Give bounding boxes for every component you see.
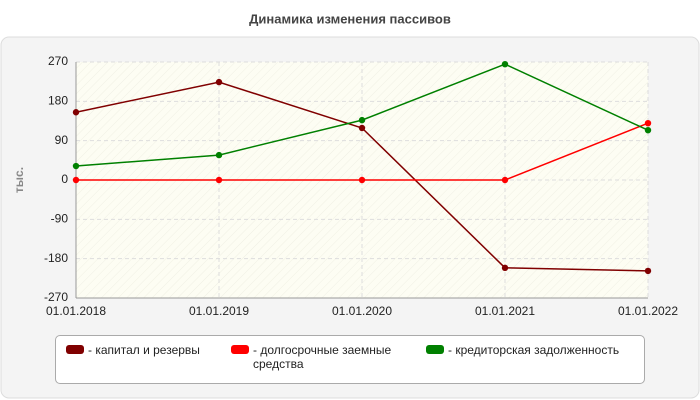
- y-tick-label: 270: [48, 54, 68, 68]
- x-tick-label: 01.01.2021: [475, 304, 535, 318]
- point: [644, 267, 652, 275]
- point: [215, 151, 223, 159]
- y-axis-label: тыс.: [12, 167, 26, 193]
- legend-label: - капитал и резервы: [88, 343, 200, 357]
- legend-swatch: [426, 345, 444, 354]
- legend-swatch: [66, 345, 84, 354]
- legend-swatch: [231, 345, 249, 354]
- point: [215, 78, 223, 86]
- legend-item: - кредиторская задолженность: [426, 343, 646, 357]
- y-tick-label: -270: [44, 290, 68, 304]
- y-tick-label: 0: [61, 172, 68, 186]
- chart-title: Динамика изменения пассивов: [249, 11, 451, 26]
- y-tick-label: -180: [44, 251, 68, 265]
- legend-item: - долгосрочные заемные средства: [231, 343, 401, 371]
- legend-item: - капитал и резервы: [66, 343, 216, 357]
- y-tick-label: 90: [55, 133, 69, 147]
- x-tick-label: 01.01.2019: [189, 304, 249, 318]
- point: [215, 176, 223, 184]
- point: [501, 60, 509, 68]
- legend-label: - кредиторская задолженность: [448, 343, 620, 357]
- point: [501, 176, 509, 184]
- x-tick-label: 01.01.2020: [332, 304, 392, 318]
- point: [644, 126, 652, 134]
- point: [501, 264, 509, 272]
- y-tick-label: 180: [48, 94, 68, 108]
- point: [358, 116, 366, 124]
- point: [72, 176, 80, 184]
- y-tick-label: -90: [51, 212, 69, 226]
- point: [72, 109, 80, 116]
- x-tick-label: 01.01.2022: [618, 304, 678, 318]
- point: [358, 124, 366, 132]
- x-tick-label: 01.01.2018: [46, 304, 106, 318]
- point: [72, 162, 80, 170]
- point: [644, 119, 652, 127]
- legend-label: - долгосрочные заемные средства: [253, 343, 392, 371]
- legend: - капитал и резервы - долгосрочные заемны…: [55, 335, 645, 384]
- point: [358, 176, 366, 184]
